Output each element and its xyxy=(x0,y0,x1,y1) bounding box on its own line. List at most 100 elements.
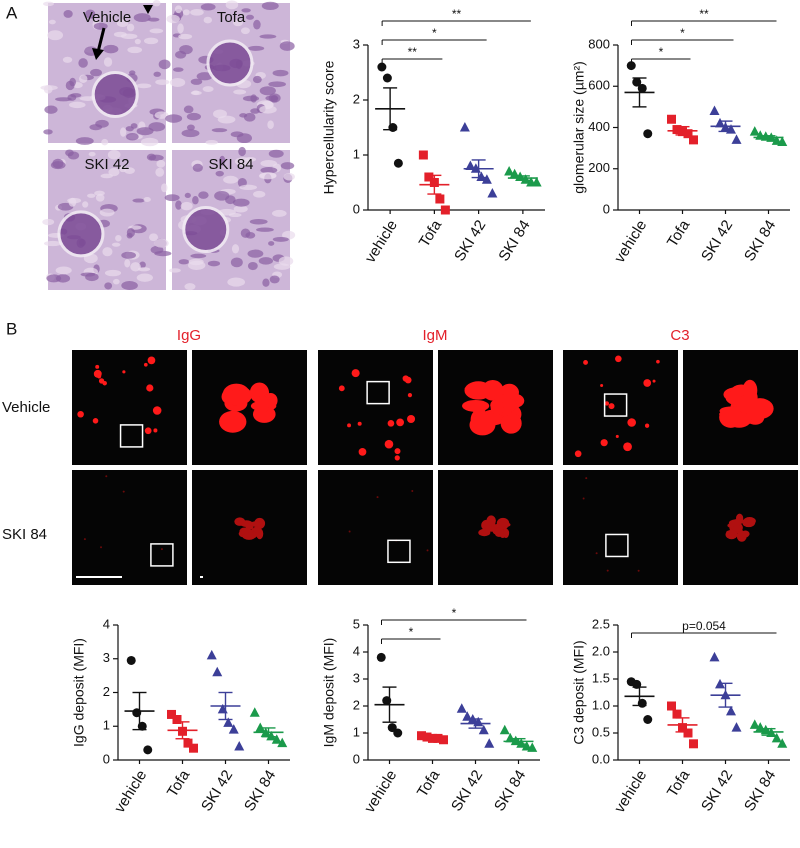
tissue xyxy=(186,112,201,121)
tissue xyxy=(268,241,275,246)
x-tick-label: Tofa xyxy=(414,767,444,801)
row-label: SKI 84 xyxy=(2,526,47,543)
deposit xyxy=(83,538,86,541)
y-tick-label: 4 xyxy=(353,643,360,658)
tissue xyxy=(67,94,77,101)
tissue xyxy=(125,126,134,132)
deposit xyxy=(485,526,498,532)
y-axis-label: IgM deposit (MFI) xyxy=(321,638,337,748)
data-point xyxy=(487,188,498,198)
tissue xyxy=(182,9,190,16)
data-point xyxy=(382,73,392,83)
data-point xyxy=(212,666,223,677)
deposit xyxy=(499,520,509,530)
deposit xyxy=(643,379,652,387)
tissue xyxy=(148,233,159,242)
tissue xyxy=(166,14,180,24)
deposit xyxy=(100,546,103,549)
tissue xyxy=(190,9,204,16)
data-point xyxy=(393,728,403,738)
deposit xyxy=(250,521,261,527)
tissue xyxy=(85,9,96,19)
deposit xyxy=(583,360,588,365)
tissue xyxy=(121,251,136,259)
tissue xyxy=(124,259,131,268)
deposit xyxy=(357,421,362,426)
data-point xyxy=(749,719,760,729)
zoom-box xyxy=(603,393,628,417)
deposit xyxy=(595,552,598,555)
data-point xyxy=(440,205,450,215)
tissue xyxy=(178,259,190,265)
data-point xyxy=(520,174,531,184)
data-point xyxy=(393,158,403,168)
data-point xyxy=(465,160,476,170)
tissue xyxy=(232,198,250,207)
deposit xyxy=(394,455,400,461)
y-tick-label: 2.0 xyxy=(592,643,610,658)
tissue xyxy=(207,260,221,267)
tissue xyxy=(247,45,265,51)
data-point xyxy=(271,734,282,744)
data-point xyxy=(459,122,470,132)
data-point xyxy=(531,177,542,187)
tissue xyxy=(158,59,171,70)
tissue xyxy=(46,274,62,283)
zoom-box xyxy=(119,424,144,448)
deposit xyxy=(608,403,615,410)
y-axis-label: Hypercellularity score xyxy=(321,60,337,194)
glomerulus xyxy=(91,70,139,118)
tissue xyxy=(175,50,187,59)
tissue xyxy=(272,69,289,77)
x-tick-label: SKI 84 xyxy=(741,767,779,814)
data-point xyxy=(249,707,260,717)
y-tick-label: 800 xyxy=(588,36,610,51)
tissue xyxy=(223,175,239,184)
fluorescence-image xyxy=(72,470,187,585)
tissue xyxy=(271,209,287,217)
image-label: SKI 84 xyxy=(208,156,253,173)
data-point xyxy=(726,705,736,716)
x-tick-label: SKI 84 xyxy=(741,217,779,264)
tissue xyxy=(132,198,145,203)
y-tick-label: 1.0 xyxy=(592,697,610,712)
data-point xyxy=(223,717,234,727)
deposit xyxy=(486,515,496,526)
tissue xyxy=(44,105,58,114)
tissue xyxy=(253,19,261,30)
data-point xyxy=(417,731,426,741)
data-point xyxy=(424,172,434,182)
deposit xyxy=(652,379,656,383)
tissue xyxy=(52,158,64,169)
tissue xyxy=(127,46,143,54)
data-point xyxy=(484,738,495,748)
tissue xyxy=(161,183,168,193)
deposit xyxy=(122,370,126,374)
data-point xyxy=(667,114,676,124)
deposit xyxy=(152,406,162,415)
deposit xyxy=(376,496,379,499)
deposit xyxy=(637,569,640,572)
deposit xyxy=(482,379,504,401)
data-point xyxy=(505,732,516,743)
tissue xyxy=(88,151,96,157)
data-point xyxy=(731,134,742,144)
data-point xyxy=(499,724,510,735)
image-label: Tofa xyxy=(217,9,246,26)
y-tick-label: 1 xyxy=(353,724,360,739)
deposit xyxy=(469,414,496,436)
y-axis-label: glomerular size (µm²) xyxy=(571,61,587,194)
tissue xyxy=(181,129,200,138)
deposit xyxy=(351,369,360,378)
deposit xyxy=(627,418,636,427)
tissue xyxy=(104,269,122,277)
tissue xyxy=(43,240,62,247)
data-point xyxy=(527,742,538,752)
data-point xyxy=(516,738,527,748)
y-tick-label: 3 xyxy=(103,650,110,665)
image-label: Vehicle xyxy=(83,9,131,26)
deposit xyxy=(644,423,650,428)
tissue xyxy=(139,261,146,269)
y-tick-label: 4 xyxy=(103,616,110,631)
tissue xyxy=(153,238,169,248)
